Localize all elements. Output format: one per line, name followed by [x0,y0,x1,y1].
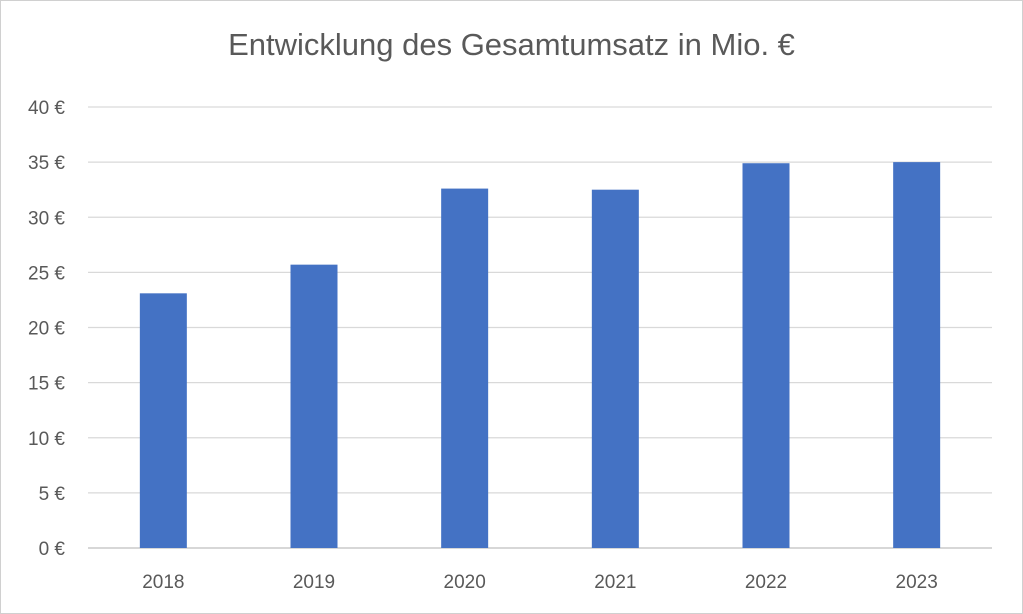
y-tick-label: 5 € [39,484,66,505]
y-axis-ticks: 0 € 5 € 10 € 15 € 20 € 25 € 30 € 35 € 40 € [28,98,65,560]
x-tick-label: 2018 [142,572,184,593]
gridlines [88,106,992,549]
x-tick-label: 2021 [594,572,636,593]
bars [139,162,941,549]
x-axis-ticks: 2018 2019 2020 2021 2022 2023 [142,572,938,593]
x-tick-label: 2023 [896,572,938,593]
y-tick-label: 15 € [28,374,65,395]
y-tick-label: 20 € [28,319,65,340]
bar-2023 [893,162,941,548]
bar-2018 [139,293,187,548]
x-tick-label: 2020 [444,572,486,593]
bar-2021 [591,189,639,548]
y-tick-label: 35 € [28,153,65,174]
x-tick-label: 2019 [293,572,335,593]
y-tick-label: 30 € [28,208,65,229]
y-tick-label: 40 € [28,98,65,119]
bar-2019 [290,264,338,548]
bar-2022 [742,163,790,549]
y-tick-label: 10 € [28,429,65,450]
bar-2020 [441,188,489,548]
y-tick-label: 25 € [28,263,65,284]
y-tick-label: 0 € [39,539,66,560]
chart-title: Entwicklung des Gesamtumsatz in Mio. € [228,27,795,62]
x-tick-label: 2022 [745,572,787,593]
